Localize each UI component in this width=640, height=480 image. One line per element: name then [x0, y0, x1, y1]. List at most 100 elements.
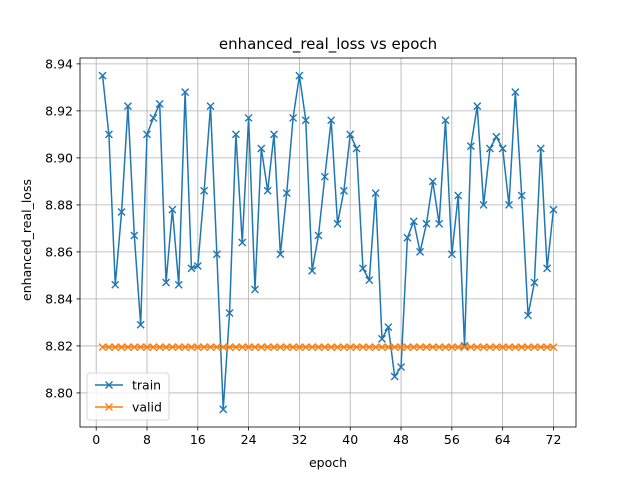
data-point-valid [104, 343, 113, 352]
data-point-valid [130, 343, 139, 352]
legend-marker-valid [105, 403, 113, 411]
data-point-valid [524, 343, 533, 352]
y-tick-label: 8.82 [45, 338, 73, 353]
data-point-valid [377, 343, 386, 352]
data-point-train [454, 191, 463, 200]
data-point-valid [517, 343, 526, 352]
data-point-train [168, 205, 177, 214]
data-point-valid [447, 343, 456, 352]
data-point-valid [149, 343, 158, 352]
data-point-train [117, 207, 126, 216]
x-tick-label: 16 [190, 432, 206, 447]
data-point-valid [505, 343, 513, 352]
grid [80, 58, 576, 427]
data-point-valid [428, 343, 437, 352]
data-point-train [479, 200, 488, 209]
series-valid [98, 343, 558, 352]
data-point-train [289, 113, 298, 122]
data-point-train [111, 280, 120, 289]
data-point-train [193, 262, 202, 270]
data-point-train [320, 172, 329, 181]
data-point-valid [422, 343, 431, 352]
data-point-train [346, 130, 355, 139]
y-tick-label: 8.84 [45, 291, 73, 306]
data-point-train [536, 144, 545, 153]
data-point-valid [250, 343, 259, 352]
data-point-valid [270, 343, 279, 352]
data-point-valid [200, 343, 209, 352]
data-point-train [505, 200, 513, 209]
data-point-valid [390, 343, 399, 352]
data-point-train [155, 99, 164, 108]
data-point-valid [301, 343, 310, 352]
data-point-valid [257, 343, 266, 352]
data-point-valid [231, 343, 240, 352]
data-point-train [339, 186, 348, 195]
data-point-train [130, 231, 139, 240]
data-point-valid [409, 343, 418, 352]
legend-label-train: train [132, 378, 161, 393]
data-point-train [371, 189, 380, 198]
data-point-train [231, 130, 240, 139]
data-point-valid [327, 343, 336, 352]
data-point-train [123, 102, 132, 111]
data-point-valid [536, 343, 545, 352]
x-tick-label: 40 [342, 432, 358, 447]
data-point-train [162, 278, 171, 287]
data-point-valid [219, 343, 228, 352]
data-point-valid [136, 343, 145, 352]
x-tick-label: 56 [444, 432, 460, 447]
data-point-valid [244, 343, 253, 352]
y-tick-label: 8.88 [45, 197, 73, 212]
data-point-train [441, 116, 450, 125]
data-point-valid [543, 343, 552, 352]
data-point-valid [346, 343, 355, 352]
chart-title: enhanced_real_loss vs epoch [219, 35, 437, 54]
data-point-valid [371, 343, 380, 352]
data-point-valid [498, 343, 507, 352]
data-point-train [492, 132, 501, 141]
plot-frame [79, 57, 577, 428]
data-point-valid [206, 343, 215, 352]
data-point-train [308, 266, 317, 275]
x-tick-label: 48 [393, 432, 409, 447]
y-tick-label: 8.92 [45, 103, 73, 118]
x-tick-label: 32 [291, 432, 307, 447]
data-point-train [295, 71, 304, 80]
data-point-train [219, 405, 228, 414]
data-point-train [466, 142, 475, 151]
data-point-train [460, 341, 469, 350]
series-layer [98, 71, 558, 414]
y-tick-label: 8.80 [45, 385, 73, 400]
data-point-valid [111, 343, 120, 352]
data-point-train [327, 116, 336, 125]
series-line-train [101, 74, 555, 411]
data-point-valid [466, 343, 475, 352]
data-point-train [409, 217, 418, 226]
data-point-valid [162, 343, 171, 352]
data-point-valid [511, 343, 520, 352]
data-point-valid [225, 343, 234, 352]
data-point-valid [441, 343, 450, 352]
data-point-train [136, 320, 145, 329]
x-tick-label: 8 [143, 432, 151, 447]
ticks: 0 8 16 24 32 40 48 56 64 72 8.80 8.82 8.84 8.86 8.88 8.… [45, 56, 561, 447]
data-point-valid [98, 343, 107, 352]
data-point-valid [416, 343, 425, 352]
data-point-train [225, 309, 234, 318]
data-point-train [416, 247, 425, 256]
data-point-valid [320, 343, 329, 352]
data-point-train [422, 219, 431, 228]
data-point-valid [123, 343, 132, 352]
data-point-valid [485, 343, 494, 352]
data-point-train [428, 177, 437, 186]
data-point-valid [365, 343, 374, 352]
data-point-train [549, 205, 558, 214]
data-point-train [263, 186, 272, 195]
data-point-train [390, 372, 399, 381]
data-point-train [397, 363, 406, 372]
data-point-train [282, 189, 291, 198]
data-point-train [473, 102, 482, 111]
legend-label-valid: valid [132, 400, 162, 415]
